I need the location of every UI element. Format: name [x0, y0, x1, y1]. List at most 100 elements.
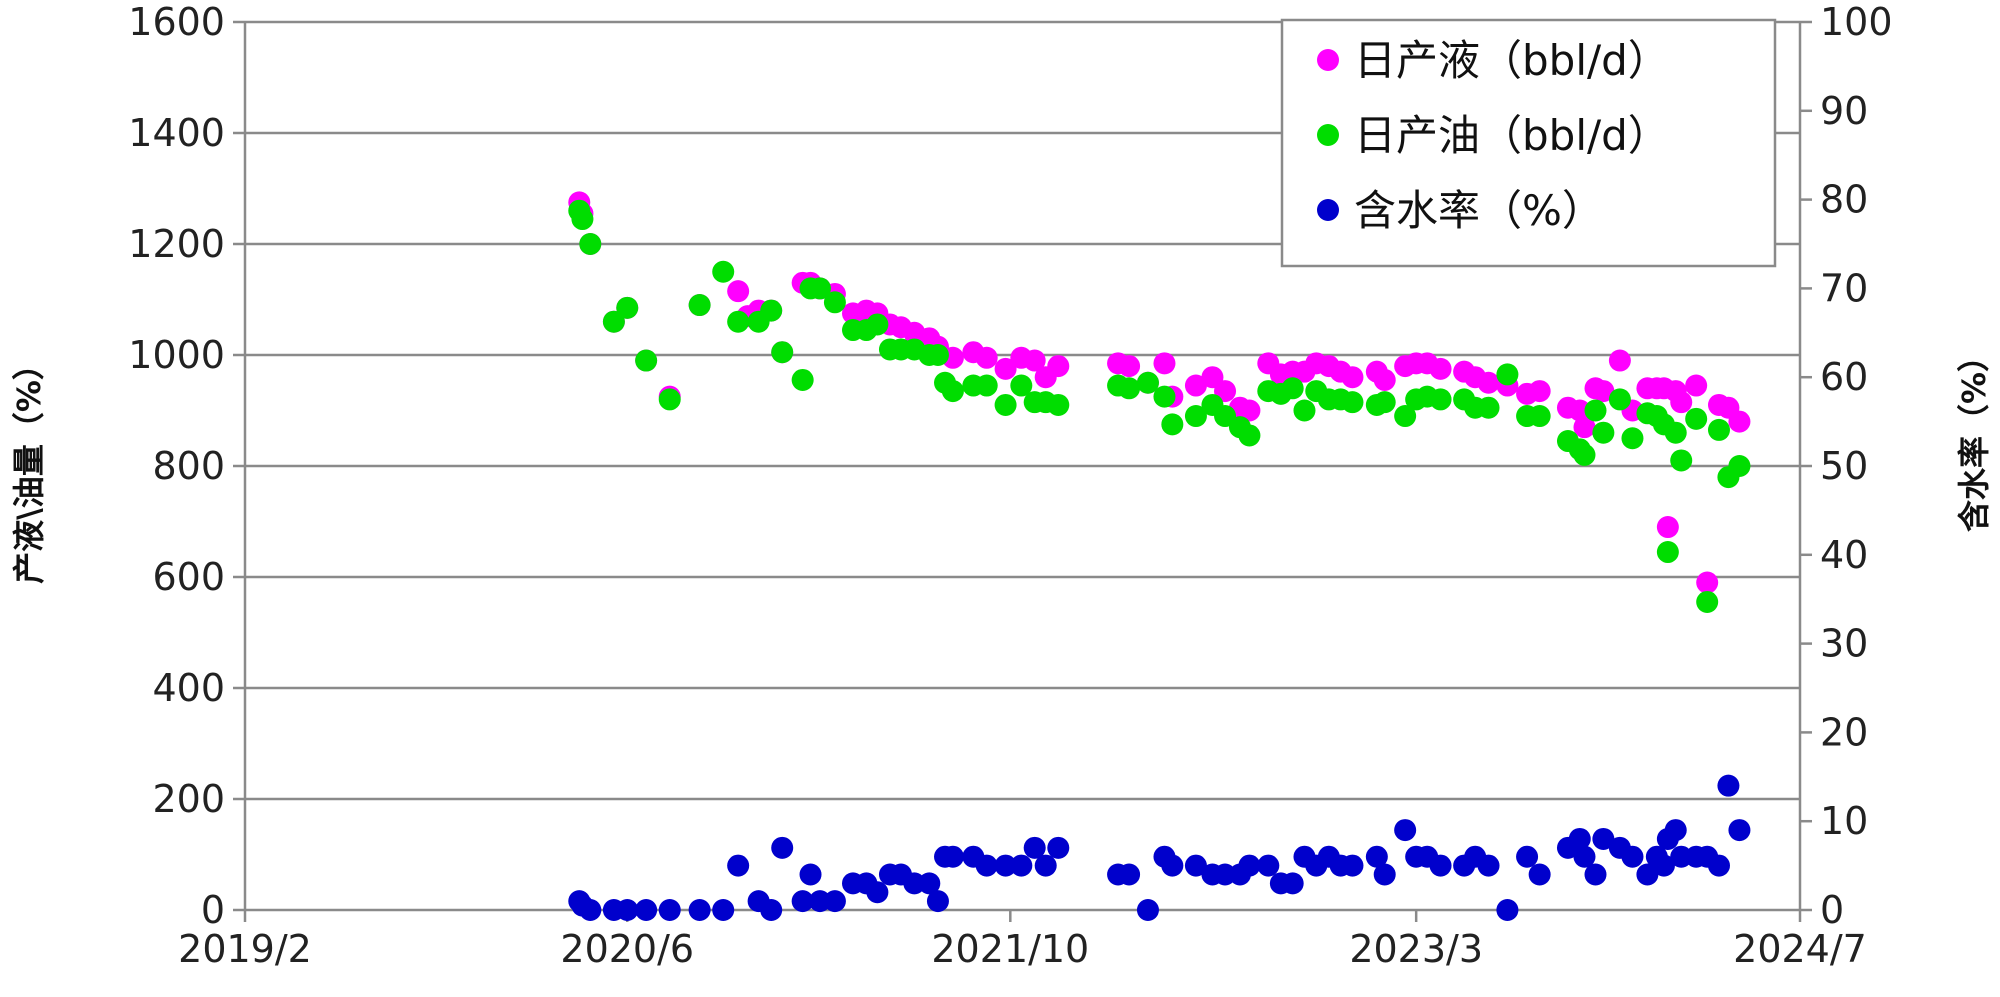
- data-point: [1568, 827, 1591, 850]
- left-tick-label: 400: [152, 666, 225, 710]
- right-tick-label: 0: [1820, 888, 1844, 932]
- legend-label: 含水率（%）: [1354, 186, 1604, 235]
- data-point: [1047, 836, 1070, 859]
- right-tick-label: 10: [1820, 799, 1868, 843]
- x-tick-label: 2019/2: [178, 927, 312, 971]
- data-point: [1728, 819, 1751, 842]
- data-point: [1153, 352, 1176, 375]
- data-point: [1728, 455, 1751, 477]
- data-point: [571, 208, 594, 231]
- data-point: [1394, 405, 1417, 428]
- data-point: [1664, 819, 1687, 842]
- right-tick-label: 50: [1820, 444, 1868, 488]
- x-tick-label: 2020/6: [560, 927, 694, 971]
- data-point: [1670, 391, 1693, 414]
- left-tick-label: 1000: [128, 333, 225, 377]
- data-point: [975, 854, 998, 877]
- data-point: [1477, 854, 1500, 877]
- left-axis-title: 产液\油量（%）: [10, 348, 48, 584]
- data-point: [1034, 854, 1057, 877]
- data-point: [1621, 427, 1644, 450]
- data-point: [712, 899, 735, 921]
- x-tick-label: 2021/10: [931, 927, 1089, 971]
- data-point: [1373, 368, 1396, 391]
- right-tick-label: 30: [1820, 622, 1868, 666]
- data-point: [1238, 854, 1261, 877]
- right-tick-label: 60: [1820, 355, 1868, 399]
- data-point: [1373, 391, 1396, 414]
- data-point: [1696, 571, 1719, 594]
- data-point: [1664, 421, 1687, 444]
- data-point: [760, 899, 783, 921]
- legend-box: [1280, 18, 1777, 268]
- data-point: [791, 890, 814, 913]
- data-point: [1238, 399, 1261, 422]
- right-axis-title: 含水率（%）: [1955, 340, 1993, 532]
- data-point: [1656, 516, 1679, 539]
- data-point: [1238, 424, 1261, 447]
- left-tick-label: 1200: [128, 222, 225, 266]
- data-point: [1184, 854, 1207, 877]
- data-point: [823, 291, 846, 314]
- left-tick-label: 200: [152, 777, 225, 821]
- legend: 日产液（bbl/d） 日产油（bbl/d） 含水率（%）: [1280, 18, 1777, 268]
- data-point: [808, 277, 831, 300]
- data-point: [1010, 854, 1033, 877]
- data-point: [1257, 854, 1280, 877]
- data-point: [1429, 388, 1452, 411]
- data-point: [1568, 399, 1591, 422]
- data-point: [1670, 449, 1693, 472]
- data-point: [1608, 388, 1631, 411]
- data-point: [602, 310, 625, 333]
- data-point: [823, 890, 846, 913]
- data-point: [1496, 363, 1519, 386]
- data-point: [1717, 774, 1740, 797]
- data-point: [1592, 380, 1615, 403]
- right-tick-label: 100: [1820, 0, 1893, 44]
- data-point: [866, 881, 889, 904]
- data-point: [635, 899, 658, 921]
- data-point: [1136, 371, 1159, 394]
- data-point: [616, 296, 639, 319]
- data-point: [1573, 416, 1596, 439]
- data-point: [1516, 845, 1539, 868]
- data-point: [1341, 391, 1364, 414]
- data-point: [712, 260, 735, 283]
- data-point: [1592, 827, 1615, 850]
- data-point: [727, 280, 750, 303]
- data-point: [1047, 355, 1070, 378]
- data-point: [1707, 854, 1730, 877]
- data-points: [568, 191, 1751, 921]
- data-point: [1161, 413, 1184, 436]
- data-point: [926, 344, 949, 366]
- data-point: [1429, 357, 1452, 380]
- data-point: [1707, 418, 1730, 441]
- data-point: [1184, 405, 1207, 428]
- left-tick-label: 1400: [128, 111, 225, 155]
- data-point: [926, 890, 949, 913]
- data-point: [1365, 845, 1388, 868]
- data-point: [791, 368, 814, 391]
- left-tick-label: 600: [152, 555, 225, 599]
- x-axis-ticks: 2019/2 2020/6 2021/10 2023/3 2024/7: [178, 910, 1867, 971]
- data-point: [635, 349, 658, 372]
- data-point: [1153, 385, 1176, 408]
- left-axis-ticks: 0 200 400 600 800 1000 1200 1400 1600: [128, 0, 245, 932]
- data-point: [1023, 836, 1046, 859]
- data-point: [1608, 349, 1631, 372]
- data-point: [994, 357, 1017, 380]
- data-point: [1652, 854, 1675, 877]
- data-point: [727, 854, 750, 877]
- data-point: [1636, 863, 1659, 886]
- data-point: [994, 854, 1017, 877]
- data-point: [727, 310, 750, 333]
- data-point: [1373, 863, 1396, 886]
- data-point: [1592, 421, 1615, 444]
- data-point: [616, 899, 639, 921]
- data-point: [658, 899, 681, 921]
- right-tick-label: 70: [1820, 266, 1868, 310]
- data-point: [1293, 399, 1316, 422]
- data-point: [1118, 863, 1141, 886]
- data-point: [1394, 819, 1417, 842]
